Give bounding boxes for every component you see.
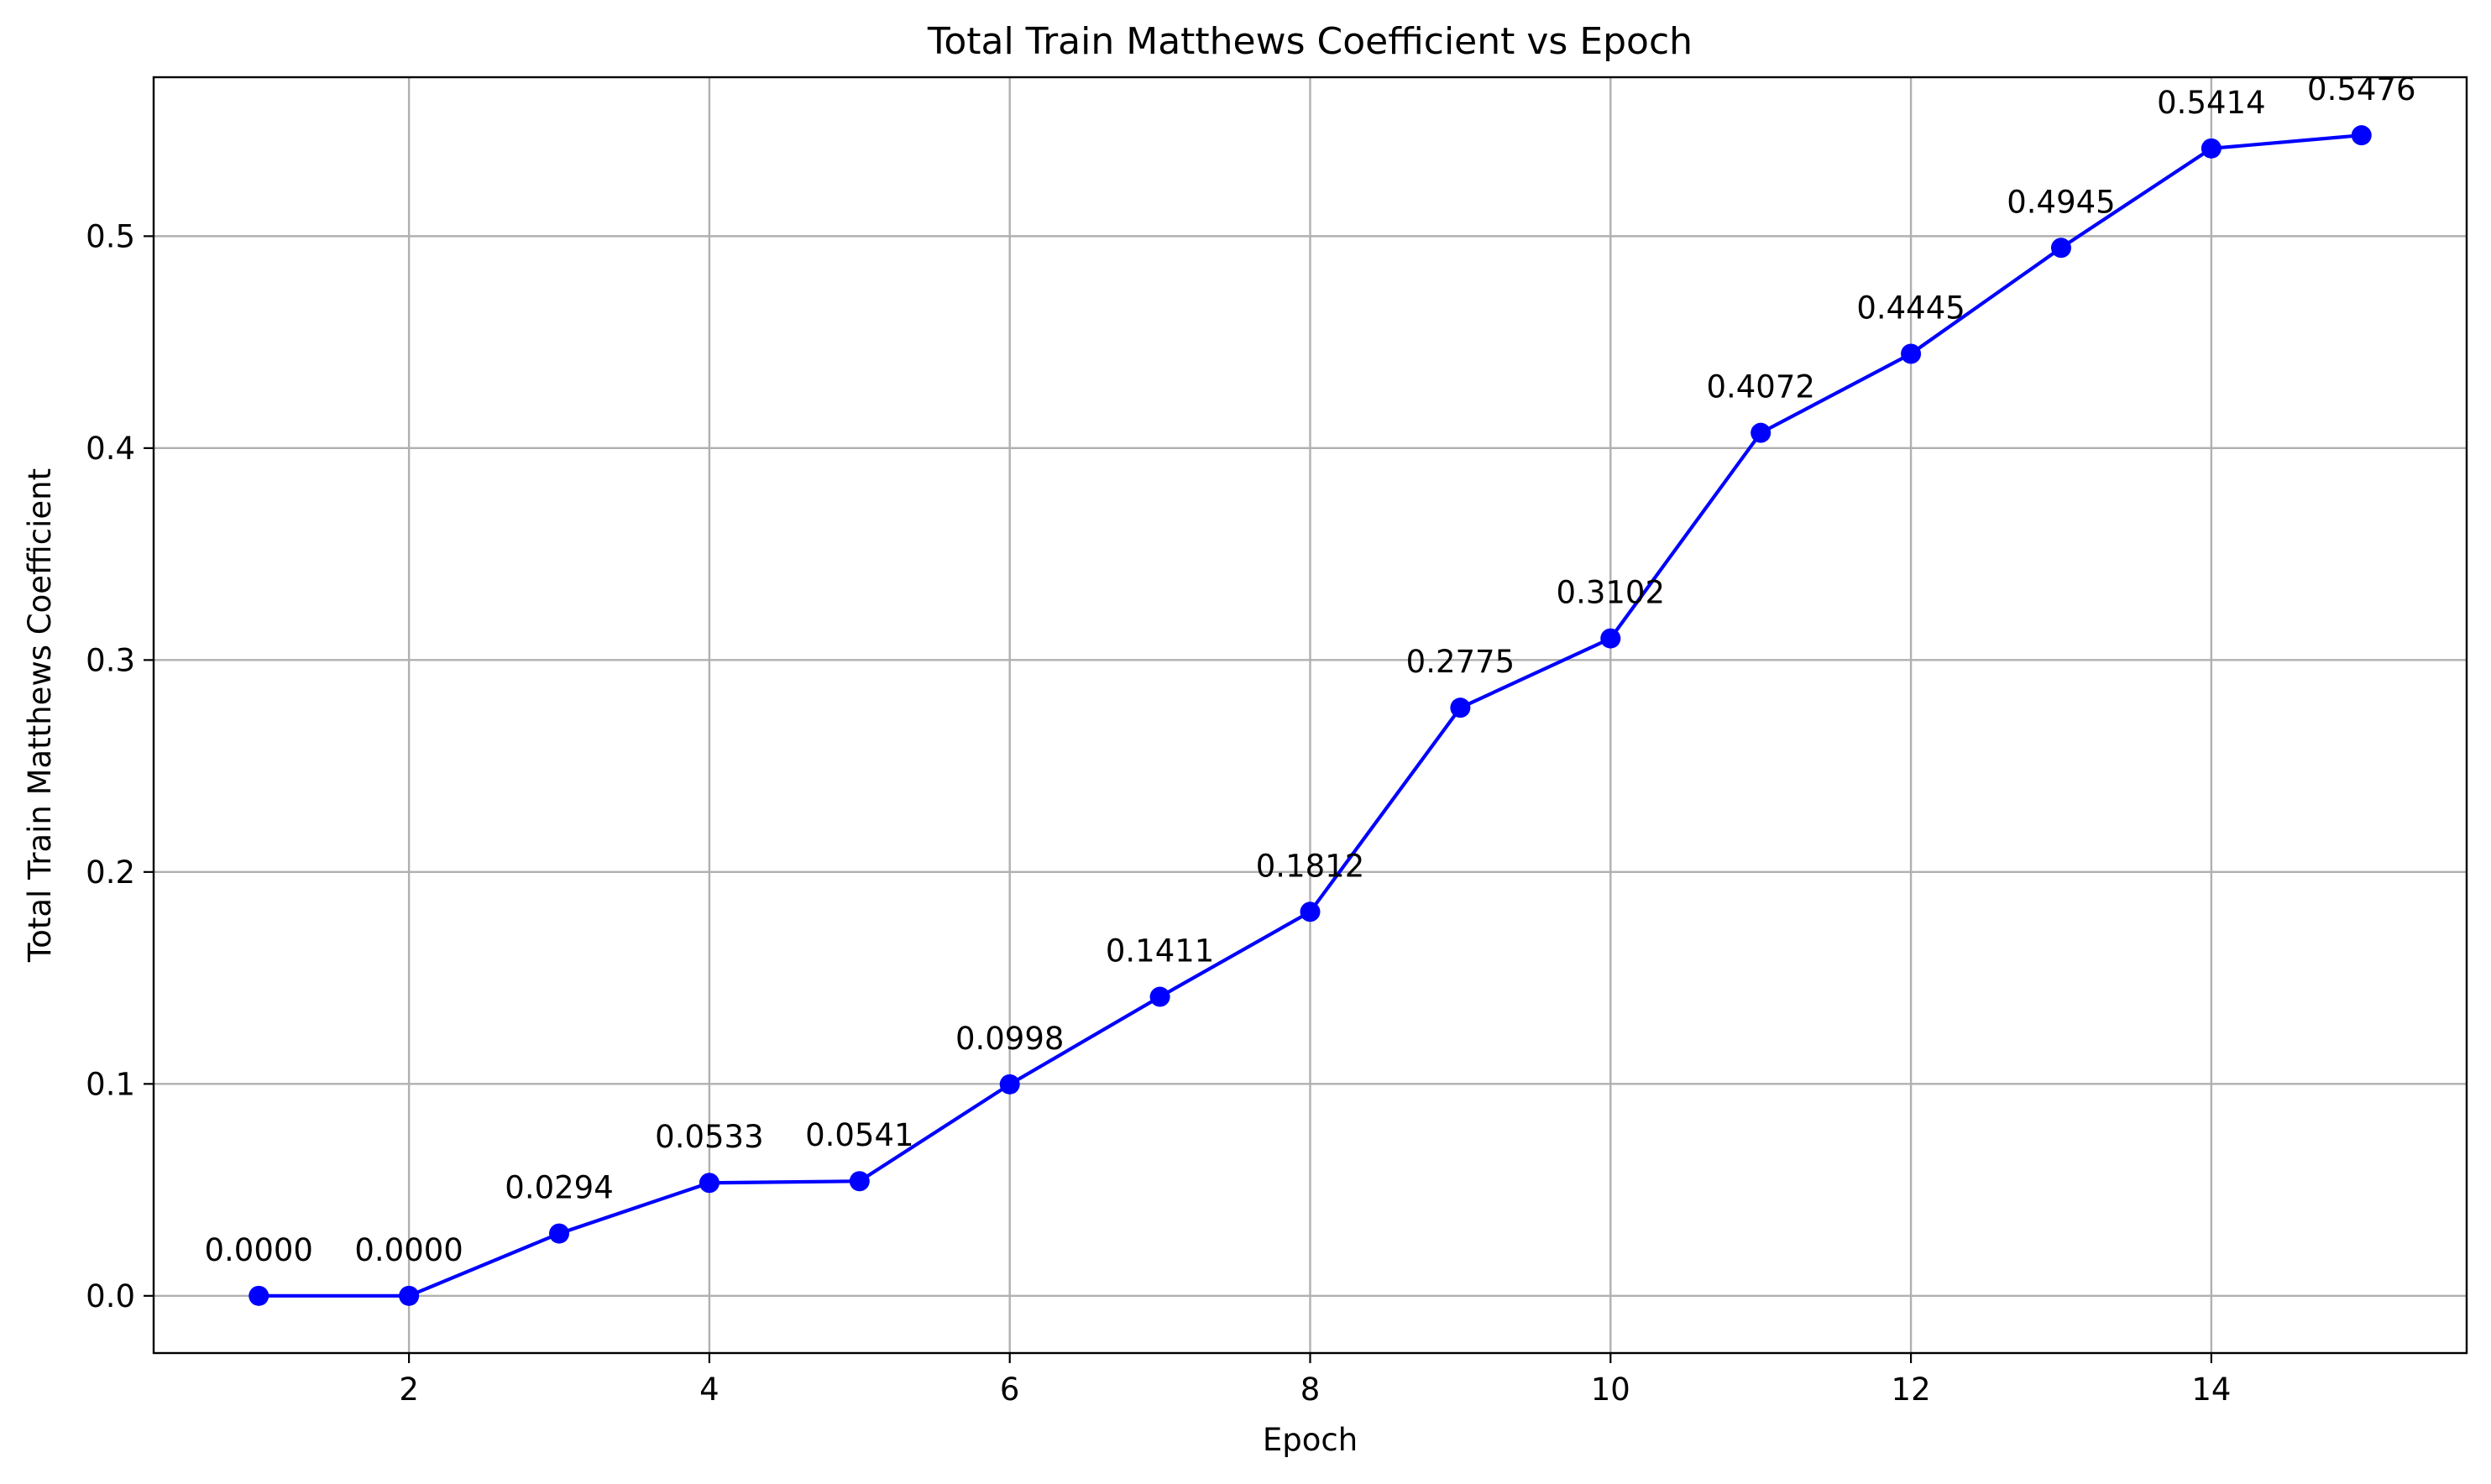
data-value-label: 0.4945 <box>2007 184 2115 220</box>
x-tick-label: 10 <box>1591 1372 1630 1408</box>
x-tick-label: 12 <box>1892 1372 1931 1408</box>
x-tick-label: 6 <box>1000 1372 1020 1408</box>
data-point-marker <box>399 1285 420 1306</box>
data-labels: 0.0000 0.0000 0.0294 0.0533 0.0541 0.0998 0.14… <box>204 71 2415 1268</box>
y-tick-label: 0.1 <box>86 1066 135 1102</box>
y-tick-label: 0.2 <box>86 854 135 891</box>
y-tick-label: 0.3 <box>86 642 135 678</box>
data-value-label: 0.0541 <box>805 1117 913 1153</box>
grid-lines <box>154 77 2467 1353</box>
chart-title: Total Train Matthews Coefficient vs Epoc… <box>927 20 1693 63</box>
data-point-marker <box>849 1171 870 1192</box>
data-point-marker <box>249 1285 270 1306</box>
x-tick-label: 14 <box>2191 1372 2231 1408</box>
data-point-marker <box>1600 628 1621 649</box>
data-point-marker <box>2050 238 2071 259</box>
data-value-label: 0.0294 <box>505 1170 613 1206</box>
axis-ticks: 2 4 6 8 10 12 14 0.0 0.1 0.2 0.3 0.4 0.5 <box>86 218 2231 1408</box>
data-point-marker <box>1450 698 1471 718</box>
x-tick-label: 4 <box>699 1372 720 1408</box>
data-value-label: 0.1411 <box>1106 933 1214 969</box>
data-point-marker <box>1751 422 1771 443</box>
y-tick-label: 0.4 <box>86 431 135 467</box>
y-tick-label: 0.0 <box>86 1278 135 1314</box>
data-point-marker <box>2201 138 2221 159</box>
x-tick-label: 8 <box>1300 1372 1321 1408</box>
data-point-marker <box>1901 343 1922 364</box>
data-series <box>249 125 2372 1306</box>
data-value-label: 0.4445 <box>1856 290 1965 327</box>
x-tick-label: 2 <box>399 1372 419 1408</box>
data-value-label: 0.0000 <box>204 1232 312 1268</box>
data-value-label: 0.3102 <box>1557 575 1665 611</box>
data-value-label: 0.5414 <box>2157 85 2265 121</box>
data-value-label: 0.4072 <box>1706 369 1814 405</box>
y-axis-label: Total Train Matthews Coefficient <box>22 468 58 963</box>
data-value-label: 0.0998 <box>955 1021 1064 1057</box>
data-value-label: 0.0000 <box>354 1232 463 1268</box>
data-value-label: 0.2775 <box>1406 644 1515 680</box>
data-point-marker <box>699 1173 720 1194</box>
data-value-label: 0.1812 <box>1256 848 1364 884</box>
x-axis-label: Epoch <box>1263 1422 1358 1458</box>
data-point-marker <box>999 1074 1020 1095</box>
data-point-marker <box>1300 901 1321 922</box>
data-value-label: 0.5476 <box>2307 71 2415 107</box>
data-value-label: 0.0533 <box>655 1119 763 1155</box>
y-tick-label: 0.5 <box>86 218 135 254</box>
data-point-marker <box>549 1223 570 1244</box>
data-point-marker <box>1149 986 1170 1007</box>
data-point-marker <box>2351 125 2372 146</box>
